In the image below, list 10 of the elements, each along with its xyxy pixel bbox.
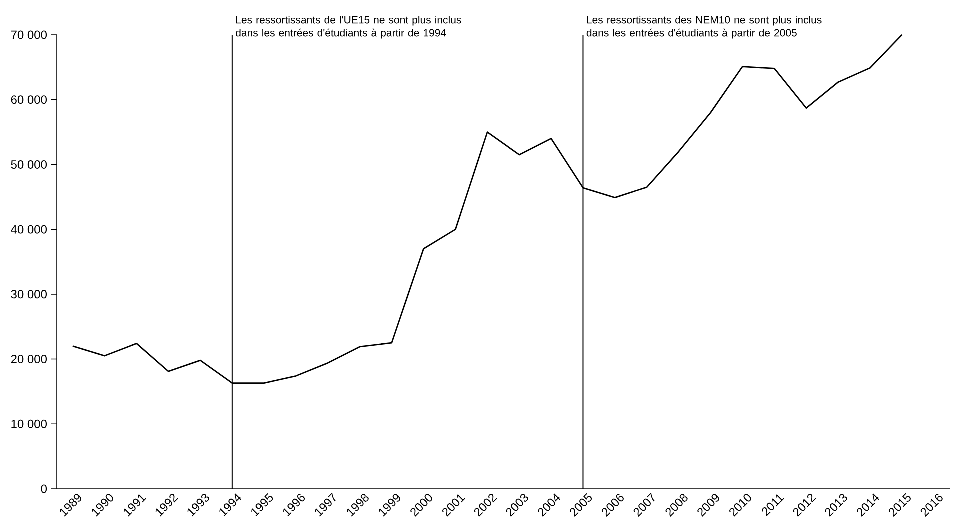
y-tick-label: 10 000 bbox=[12, 420, 47, 428]
y-tick-label: 0 bbox=[41, 484, 48, 494]
ref-line-label: Les ressortissants des NEM10 ne sont plus inclus dans les entrées d'étudiants à partir de 2005 bbox=[586, 16, 822, 39]
y-tick-label: 40 000 bbox=[11, 225, 47, 234]
y-tick-label: 70 000 bbox=[11, 30, 47, 40]
ref-line-label: Les ressortissants de l'UE15 ne sont plus inclus dans les entrées d'étudiants à partir de 1994 bbox=[236, 16, 462, 39]
y-tick-label: 50 000 bbox=[11, 160, 47, 169]
y-tick-label: 60 000 bbox=[11, 96, 47, 104]
y-tick-label: 30 000 bbox=[11, 290, 47, 299]
y-tick-label: 20 000 bbox=[11, 355, 47, 364]
